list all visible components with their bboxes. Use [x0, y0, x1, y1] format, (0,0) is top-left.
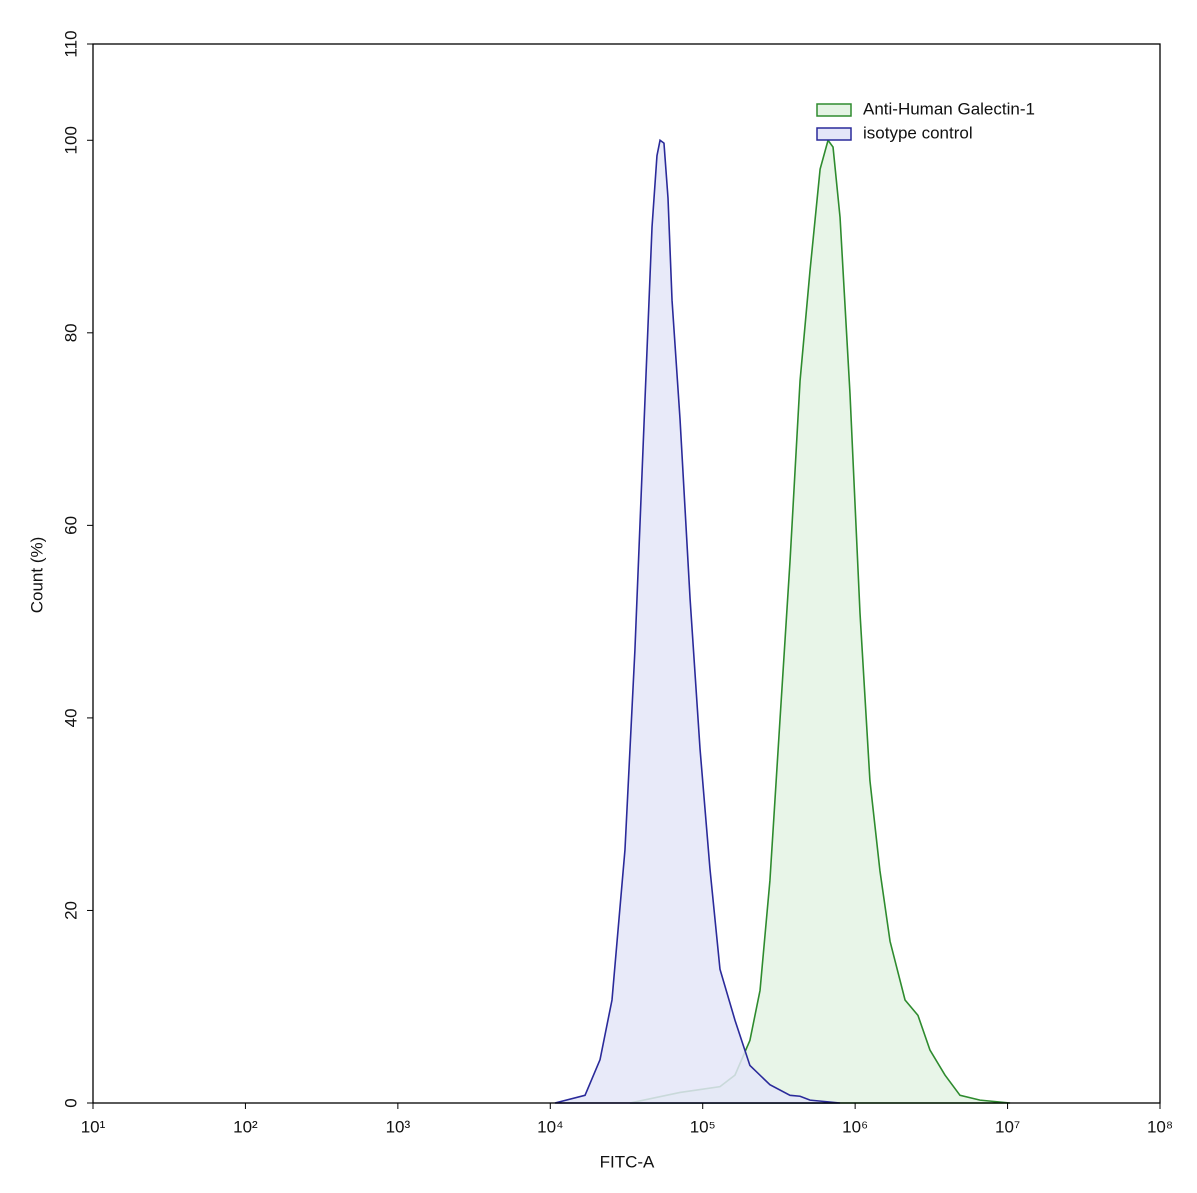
y-axis-label: Count (%) [27, 537, 46, 614]
x-tick-label: 10⁴ [537, 1117, 563, 1136]
plot-frame [92, 43, 1161, 1104]
x-tick-label: 10² [233, 1117, 258, 1136]
y-tick-label: 110 [61, 30, 80, 57]
legend-label: isotype control [863, 123, 973, 142]
x-axis-label: FITC-A [600, 1152, 655, 1171]
y-tick-label: 40 [61, 708, 80, 727]
y-tick-label: 100 [61, 126, 80, 154]
y-tick-label: 20 [61, 901, 80, 920]
x-tick-label: 10⁵ [690, 1117, 716, 1136]
x-tick-label: 10⁷ [995, 1117, 1020, 1136]
legend-swatch [816, 103, 852, 117]
x-tick-label: 10³ [386, 1117, 411, 1136]
legend-label: Anti-Human Galectin-1 [863, 99, 1035, 118]
histogram-area [554, 138, 841, 1104]
y-tick-label: 80 [61, 323, 80, 342]
legend-swatch [816, 127, 852, 141]
x-tick-label: 10¹ [81, 1117, 106, 1136]
x-tick-label: 10⁶ [842, 1117, 868, 1136]
x-tick-label: 10⁸ [1147, 1117, 1173, 1136]
y-tick-label: 60 [61, 516, 80, 535]
y-tick-label: 0 [61, 1098, 80, 1107]
